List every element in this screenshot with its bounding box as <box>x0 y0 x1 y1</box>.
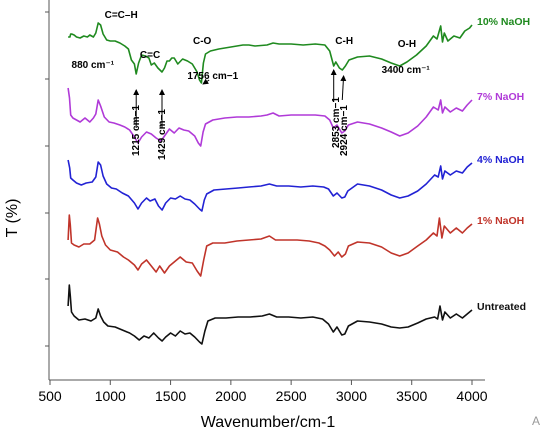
x-tick-label: 2000 <box>215 388 246 404</box>
x-tick-label: 4000 <box>456 388 487 404</box>
series-label-1: 7% NaOH <box>477 91 524 103</box>
x-tick-label: 1000 <box>95 388 126 404</box>
y-axis-title: T (%) <box>4 199 21 238</box>
annotation-2: C=C <box>140 50 160 61</box>
series-label-4: Untreated <box>477 301 526 313</box>
annotation-3: C-O <box>193 36 212 47</box>
series-line-4 <box>67 284 473 345</box>
annotation-0: C=C–H <box>105 10 138 21</box>
series-line-0 <box>68 22 473 84</box>
y-ticks <box>45 11 49 347</box>
series-label-3: 1% NaOH <box>477 215 524 227</box>
annotation-11: 2924 cm−1 <box>339 105 350 156</box>
annotation-9: 1429 cm−1 <box>157 109 168 160</box>
annotation-7: 3400 cm⁻¹ <box>382 65 431 76</box>
series-line-1 <box>67 87 473 147</box>
annotation-arrows <box>133 69 347 128</box>
x-tick-label: 3000 <box>336 388 367 404</box>
annotations: C=C–H 880 cm⁻¹ C=C C-O 1756 cm−1 C-H O-H 3400 c… <box>72 10 431 160</box>
series-label-0: 10% NaOH <box>477 16 530 28</box>
series-line-3 <box>67 214 473 277</box>
series-label-2: 4% NaOH <box>477 154 524 166</box>
annotation-4: 1756 cm−1 <box>187 71 238 82</box>
x-tick-label: 2500 <box>276 388 307 404</box>
annotation-arrow-4 <box>202 78 210 85</box>
series-line-2 <box>67 159 473 212</box>
x-ticks: 500 1000 1500 2000 2500 3000 3500 4000 <box>38 380 488 404</box>
annotation-5: C-H <box>335 36 353 47</box>
x-tick-label: 3500 <box>396 388 427 404</box>
annotation-6: O-H <box>398 39 416 50</box>
annotation-arrow-3 <box>340 75 347 101</box>
corner-mark: A <box>532 414 540 428</box>
annotation-1: 880 cm⁻¹ <box>72 60 115 71</box>
annotation-10: 2853 cm−1 <box>331 97 342 148</box>
annotation-8: 1215 cm−1 <box>131 105 142 156</box>
x-tick-label: 500 <box>38 388 62 404</box>
x-axis-title: Wavenumber/cm-1 <box>201 414 336 431</box>
series-layer: 10% NaOH 7% NaOH 4% NaOH 1% NaOH Untreated <box>67 16 530 345</box>
x-tick-label: 1500 <box>155 388 186 404</box>
